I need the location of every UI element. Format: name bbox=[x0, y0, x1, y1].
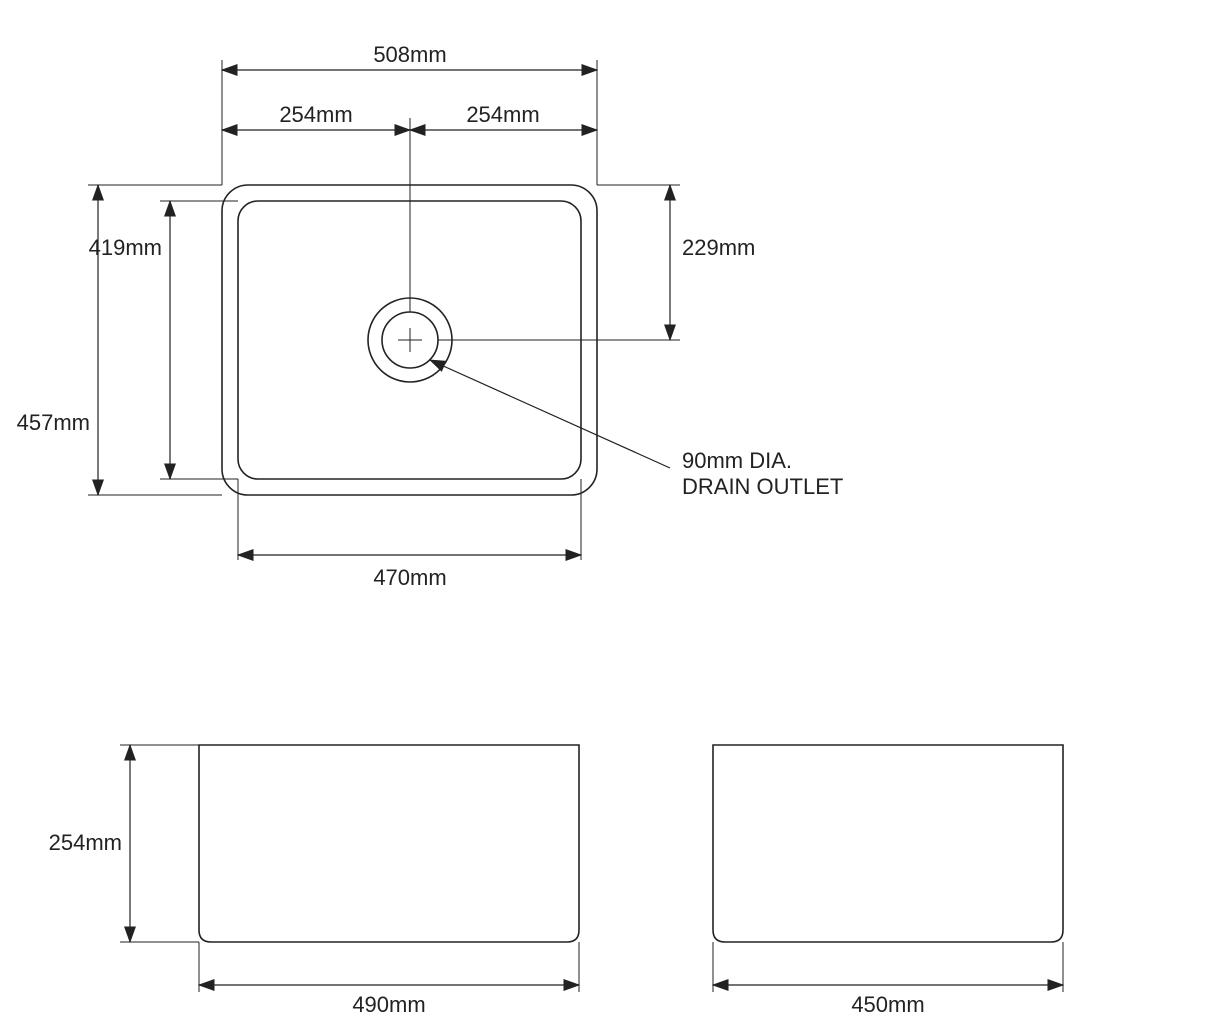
side-rect bbox=[713, 745, 1063, 942]
front-rect bbox=[199, 745, 579, 942]
dim-overall-width-label: 508mm bbox=[373, 42, 446, 67]
dim-overall-height-label: 457mm bbox=[17, 410, 90, 435]
dim-front-height-label: 254mm bbox=[49, 830, 122, 855]
top-view: 508mm 254mm 254mm 470mm 457mm 419mm 229m… bbox=[17, 42, 844, 590]
dim-drain-offset-label: 229mm bbox=[682, 235, 755, 260]
dim-half-left-label: 254mm bbox=[279, 102, 352, 127]
dim-inner-height-label: 419mm bbox=[89, 235, 162, 260]
dim-side-width-label: 450mm bbox=[851, 992, 924, 1017]
engineering-drawing: 508mm 254mm 254mm 470mm 457mm 419mm 229m… bbox=[0, 0, 1214, 1036]
dim-inner-width-label: 470mm bbox=[373, 565, 446, 590]
side-view: 450mm bbox=[713, 745, 1063, 1017]
drain-callout-line2: DRAIN OUTLET bbox=[682, 474, 843, 499]
drain-callout-leader bbox=[430, 360, 670, 468]
dim-half-right-label: 254mm bbox=[466, 102, 539, 127]
dim-front-width-label: 490mm bbox=[352, 992, 425, 1017]
front-view: 254mm 490mm bbox=[49, 745, 579, 1017]
drain-callout-line1: 90mm DIA. bbox=[682, 448, 792, 473]
